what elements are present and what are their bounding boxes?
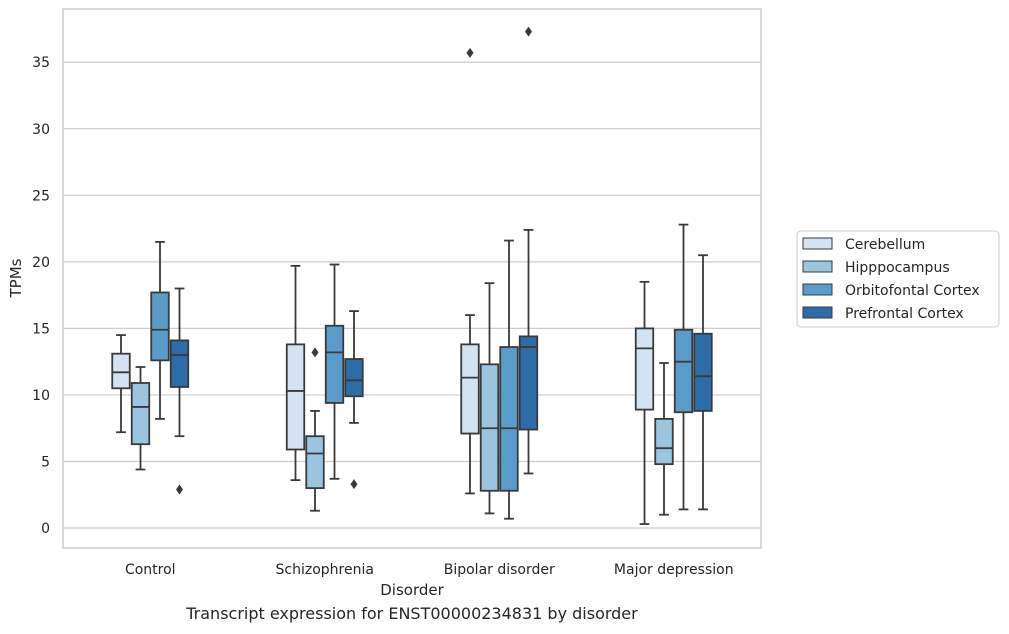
box-hipppocampus bbox=[130, 366, 151, 471]
outlier-point bbox=[525, 26, 532, 37]
outlier-point bbox=[176, 484, 183, 495]
y-tick-label: 0 bbox=[41, 521, 50, 537]
box-cerebellum bbox=[285, 264, 306, 482]
figure-caption: Transcript expression for ENST0000023483… bbox=[186, 604, 638, 623]
box-body bbox=[654, 418, 674, 466]
box-orbitofontal-cortex bbox=[673, 223, 694, 511]
legend-swatch bbox=[802, 283, 833, 296]
legend-swatch bbox=[802, 306, 833, 319]
box-body bbox=[130, 382, 151, 446]
x-axis-ticks: Control Schizophrenia Bipolar disorder Majo… bbox=[125, 562, 734, 578]
box-orbitofontal-cortex bbox=[499, 239, 519, 520]
box-prefrontal-cortex bbox=[344, 310, 364, 490]
x-tick-label: Schizophrenia bbox=[276, 562, 374, 578]
y-tick-label: 10 bbox=[32, 388, 50, 404]
box-hipppocampus bbox=[479, 282, 500, 515]
outlier-point bbox=[466, 47, 474, 58]
x-tick-label: Major depression bbox=[614, 562, 734, 578]
x-tick-label: Control bbox=[125, 562, 176, 578]
y-tick-label: 5 bbox=[41, 454, 50, 470]
legend-label: Prefrontal Cortex bbox=[845, 306, 964, 322]
box-hipppocampus bbox=[305, 347, 325, 512]
box-body bbox=[673, 328, 694, 414]
box-body bbox=[169, 339, 190, 388]
legend: Cerebellum Hipppocampus Orbitofontal Corte… bbox=[796, 230, 1000, 328]
y-tick-label: 25 bbox=[32, 188, 50, 204]
box-body bbox=[693, 332, 713, 412]
box-orbitofontal-cortex bbox=[324, 263, 345, 480]
box-body bbox=[499, 346, 519, 492]
box-hipppocampus bbox=[654, 362, 674, 516]
box-body bbox=[324, 324, 345, 404]
legend-swatch bbox=[802, 237, 833, 250]
box-body bbox=[634, 327, 655, 411]
outlier-point bbox=[350, 479, 358, 490]
y-axis-ticks: 0 5 10 15 20 25 30 35 bbox=[32, 55, 50, 537]
x-axis-title: Disorder bbox=[380, 581, 444, 599]
legend-label: Hipppocampus bbox=[845, 260, 950, 276]
x-tick-label: Bipolar disorder bbox=[444, 562, 555, 578]
y-tick-label: 20 bbox=[32, 255, 50, 271]
legend-label: Orbitofontal Cortex bbox=[845, 283, 980, 299]
box-prefrontal-cortex bbox=[693, 254, 713, 511]
legend-swatch bbox=[802, 260, 833, 273]
y-tick-label: 35 bbox=[32, 55, 50, 71]
y-tick-label: 15 bbox=[32, 321, 50, 337]
box-body bbox=[285, 343, 306, 451]
boxes bbox=[111, 26, 713, 525]
box-body bbox=[111, 352, 131, 390]
box-body bbox=[305, 435, 325, 490]
box-prefrontal-cortex bbox=[169, 287, 190, 495]
plot-frame bbox=[62, 8, 762, 549]
legend-label: Cerebellum bbox=[845, 237, 925, 253]
box-body bbox=[150, 291, 170, 362]
outlier-point bbox=[311, 347, 319, 358]
box-body bbox=[518, 335, 539, 431]
box-cerebellum bbox=[634, 280, 655, 525]
y-axis-title: TPMs bbox=[7, 258, 25, 298]
legend-frame bbox=[796, 230, 1000, 328]
box-prefrontal-cortex bbox=[518, 26, 539, 475]
box-body bbox=[460, 343, 480, 435]
box-cerebellum bbox=[111, 334, 131, 434]
box-body bbox=[344, 358, 364, 398]
y-tick-label: 30 bbox=[32, 122, 50, 138]
box-orbitofontal-cortex bbox=[150, 241, 170, 420]
box-cerebellum bbox=[460, 47, 480, 495]
